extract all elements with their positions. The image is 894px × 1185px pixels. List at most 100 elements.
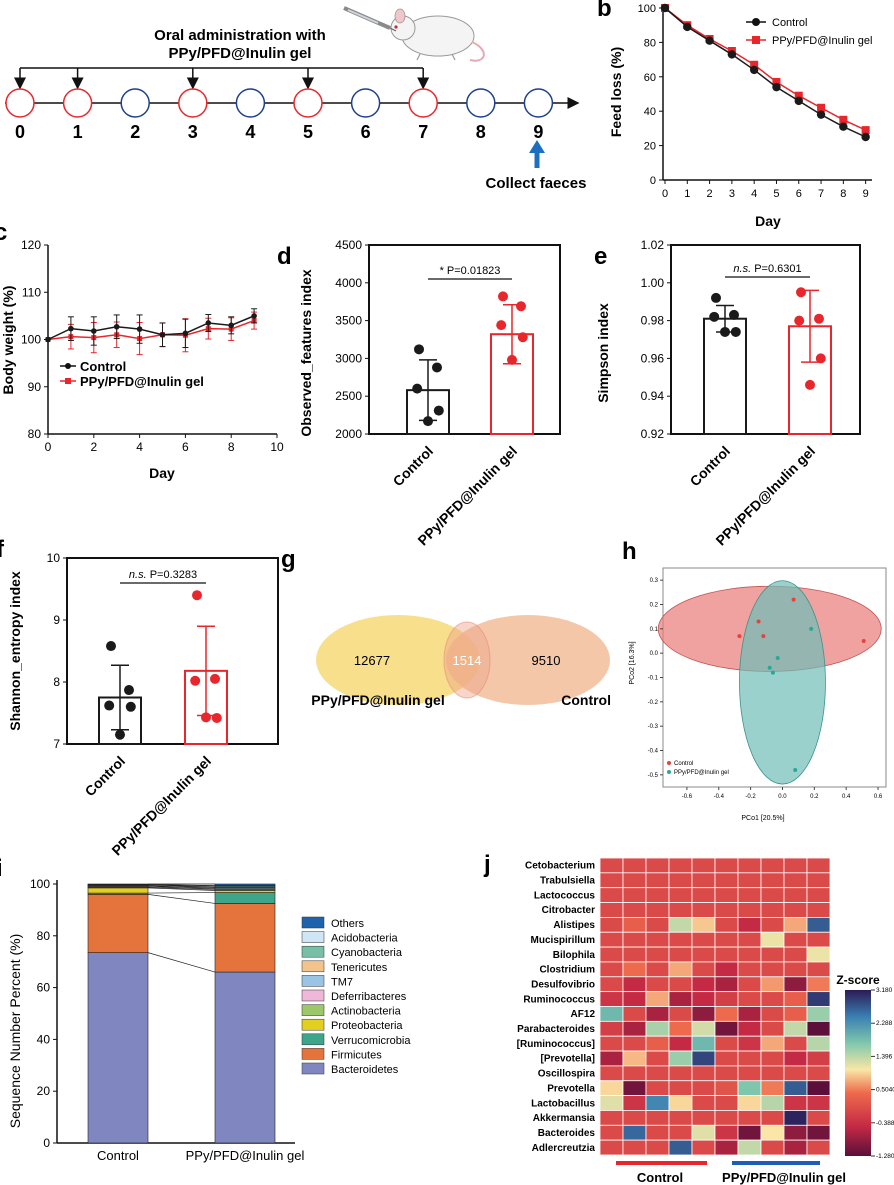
dosing-day-circle: [408, 88, 438, 118]
x-tick-label: -0.2: [745, 794, 756, 800]
panel-e-ylabel: Simpson index: [595, 303, 611, 403]
data-point: [113, 323, 120, 330]
heatmap-cell: [622, 857, 647, 874]
legend-label: Cyanobacteria: [331, 947, 403, 959]
panel-j: j Cetobacterium Trabulsiella Lactococcus Ci…: [483, 851, 894, 1185]
day-label: 3: [188, 122, 198, 142]
heatmap-cell: [599, 1080, 624, 1097]
panel-c-legend: Control PPy/PFD@Inulin gel: [60, 359, 204, 389]
venn-left-set: [316, 615, 480, 705]
heatmap-cell: [714, 902, 739, 918]
series-line: [47, 319, 255, 341]
panel-i-ylabel: Sequence Number Percent (%): [7, 934, 23, 1129]
heatmap-cell: [599, 902, 624, 918]
panel-c-xlabel: Day: [149, 465, 175, 481]
x-category-label: PPy/PFD@Inulin gel: [186, 1148, 305, 1163]
heatmap-cell: [645, 991, 670, 1007]
data-point: [106, 641, 116, 652]
legend-swatch: [301, 1033, 325, 1046]
heatmap-cell: [806, 857, 831, 874]
heatmap-cell: [760, 1065, 785, 1082]
data-point: [496, 320, 507, 331]
x-tick-label: 0.4: [842, 794, 851, 800]
y-tick-label: 0.92: [641, 427, 665, 441]
heatmap-cell: [645, 1095, 670, 1111]
legend-label: PPy/PFD@Inulin gel: [674, 770, 729, 776]
heatmap-cell: [668, 857, 693, 874]
day-label: 5: [303, 122, 313, 142]
heatmap-cell: [737, 1124, 762, 1141]
data-point: [720, 326, 730, 337]
heatmap-cell: [645, 931, 670, 948]
day-label: 0: [15, 122, 25, 142]
data-point: [91, 328, 97, 334]
x-tick-label: 4: [136, 440, 143, 454]
panel-b-legend-control: Control: [772, 17, 807, 29]
x-category-label: Control: [97, 1148, 139, 1163]
row-label: Desulfovibrio: [531, 979, 595, 990]
day-label: 7: [418, 122, 428, 142]
heatmap-cell: [691, 931, 716, 948]
y-tick-label: 40: [644, 106, 656, 118]
heatmap-cell: [622, 946, 647, 963]
collect-faeces-label: Collect faeces: [486, 175, 587, 192]
data-point: [190, 675, 201, 686]
heatmap-cell: [714, 1080, 739, 1097]
heatmap-cell: [622, 961, 647, 978]
colorbar-tick-label: -1.280: [876, 1153, 894, 1160]
data-point: [709, 311, 720, 322]
row-label: AF12: [571, 1009, 596, 1020]
legend-label: Firmicutes: [331, 1049, 382, 1061]
heatmap-cell: [783, 961, 808, 978]
heatmap-cell: [737, 1080, 762, 1097]
panel-a: Oral administration with PPy/PFD@Inulin …: [5, 6, 587, 192]
heatmap-cell: [622, 1110, 647, 1126]
heatmap-cell: [622, 917, 647, 933]
heatmap-cell: [806, 976, 831, 993]
panel-c-legend-control: Control: [80, 359, 126, 374]
heatmap-cell: [737, 1110, 762, 1126]
heatmap-cell: [760, 1080, 785, 1097]
data-point: [192, 590, 202, 601]
row-label: Clostridium: [539, 965, 595, 976]
data-point: [794, 315, 805, 326]
dosing-day-circle: [178, 88, 208, 118]
y-tick-label: 8: [53, 675, 60, 689]
heatmap-cell: [645, 857, 670, 874]
data-point: [68, 325, 74, 332]
panel-b-ylabel: Feed loss (%): [608, 47, 624, 137]
heatmap-group-control: Control: [637, 1170, 683, 1185]
heatmap-cell: [691, 1035, 716, 1052]
stacked-segment: [87, 887, 149, 894]
heatmap-cell: [806, 872, 831, 889]
heatmap-cell: [622, 1020, 647, 1037]
colorbar-tick-label: -0.3880: [876, 1120, 894, 1127]
zscore-title: Z-score: [836, 973, 880, 987]
panel-j-letter: j: [483, 851, 491, 878]
legend-label: Tenericutes: [331, 962, 388, 974]
heatmap-cell: [714, 1035, 739, 1052]
heatmap-cell: [806, 917, 831, 933]
data-point: [104, 700, 115, 711]
stacked-segment: [214, 971, 276, 1144]
heatmap-cell: [622, 902, 647, 918]
x-tick-label: 1: [684, 188, 690, 200]
connector-line: [147, 884, 216, 888]
connector-line: [147, 885, 216, 888]
dosing-day-circle: [62, 88, 93, 118]
panel-c-ylabel: Body weight (%): [0, 286, 16, 395]
data-point: [767, 665, 772, 670]
panel-f-ylabel: Shannon_entropy index: [7, 571, 23, 731]
legend-label: TM7: [331, 976, 353, 988]
plot-frame: [670, 244, 861, 435]
heatmap-cell: [668, 1124, 693, 1141]
connector-line: [147, 884, 216, 886]
x-tick-label: 3: [729, 188, 735, 200]
heatmap-cell: [645, 976, 670, 993]
data-point: [115, 729, 125, 740]
y-tick-label: 110: [22, 285, 41, 299]
x-tick-label: -0.4: [714, 794, 725, 800]
x-tick-label: -0.6: [682, 794, 693, 800]
heatmap-cell: [645, 1139, 670, 1156]
data-point: [205, 320, 212, 326]
